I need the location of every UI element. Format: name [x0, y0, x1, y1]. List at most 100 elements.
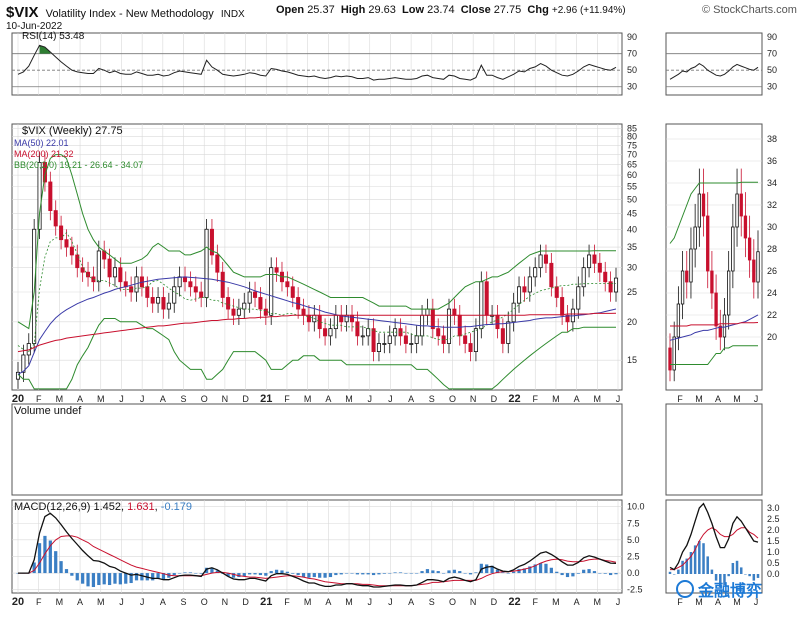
candle-body	[48, 181, 53, 212]
macd-histogram-bar	[307, 573, 311, 578]
index-name: Volatility Index - New Methodology	[45, 8, 214, 20]
bb-label: BB(20,2.0) 19.21 - 26.64 - 34.07	[14, 160, 144, 170]
candle-body	[554, 286, 559, 298]
macd-histogram-bar	[269, 571, 273, 574]
candle-body	[188, 281, 193, 288]
x-tick-label: M	[552, 394, 560, 404]
zoom-macd-histogram-bar	[744, 574, 747, 575]
macd-histogram-bar	[188, 572, 193, 574]
candle-body	[414, 335, 419, 344]
zoom-macd-histogram-bar	[693, 545, 697, 574]
macd-histogram-bar	[388, 573, 392, 574]
high-value: 29.63	[368, 4, 396, 16]
candle-body	[333, 314, 338, 330]
price-label: $VIX (Weekly) 27.75	[22, 125, 123, 137]
panel-frame-rsi	[11, 32, 623, 96]
candle-body	[350, 314, 355, 323]
candle-body	[511, 302, 516, 323]
x-tick-label: A	[160, 597, 166, 607]
macd-histogram-bar	[48, 540, 52, 574]
macd-histogram-bar	[587, 569, 591, 574]
high-label: High	[340, 4, 366, 16]
macd-histogram-bar	[183, 572, 187, 574]
macd-histogram-bar	[54, 551, 58, 574]
x-tick-label: F	[36, 597, 42, 607]
macd-histogram-bar	[474, 572, 478, 574]
candle-body	[37, 162, 42, 230]
macd-histogram-bar	[134, 573, 139, 581]
x-tick-label: F	[36, 394, 42, 404]
macd-histogram-bar	[118, 573, 122, 585]
candle-body	[242, 302, 247, 310]
watermark-logo-icon	[676, 580, 694, 598]
rsi-tick-label: 70	[627, 49, 637, 59]
candle-body	[80, 267, 85, 273]
candle-body	[479, 281, 484, 330]
candle-body	[371, 328, 376, 352]
macd-histogram-bar	[280, 570, 284, 574]
zoom-macd-histogram-bar	[739, 567, 743, 574]
zoom-candle-body	[701, 193, 706, 217]
macd-histogram-bar	[592, 571, 597, 574]
macd-histogram-bar	[296, 573, 300, 576]
macd-histogram-bar	[248, 573, 252, 575]
zoom-candle-body	[739, 193, 743, 217]
candle-body	[436, 328, 441, 337]
macd-histogram-bar	[463, 573, 467, 574]
zoom-x-tick-label: J	[754, 597, 759, 607]
price-tick-label: 85	[627, 124, 637, 134]
macd-histogram-bar	[506, 573, 510, 574]
candle-body	[457, 314, 462, 337]
macd-histogram-bar	[32, 562, 36, 574]
macd-histogram-bar	[59, 561, 63, 574]
macd-histogram-bar	[377, 573, 381, 575]
macd-histogram-bar	[285, 571, 289, 574]
low-label: Low	[402, 4, 425, 16]
open-label: Open	[276, 4, 305, 16]
panel-frame-price	[11, 123, 623, 391]
price-tick-label: 70	[627, 150, 637, 160]
zoom-rsi-tick-label: 70	[767, 49, 777, 59]
macd-histogram-bar	[582, 569, 586, 574]
macd-histogram-bar	[441, 573, 446, 574]
price-tick-label: 35	[627, 242, 637, 252]
macd-histogram-bar	[458, 571, 462, 574]
macd-signal-line	[18, 535, 617, 587]
x-tick-label: M	[56, 394, 64, 404]
x-tick-label: A	[408, 394, 414, 404]
macd-histogram-bar	[404, 573, 408, 574]
macd-label: MACD(12,26,9)	[14, 501, 91, 513]
x-tick-label: F	[284, 394, 290, 404]
zoom-x-tick-label: A	[715, 597, 721, 607]
watermark: 金融博弈	[676, 573, 796, 605]
zoom-panel-frame-price	[665, 123, 763, 391]
x-tick-label: F	[284, 597, 290, 607]
ohlc-bar: Open 25.37 High 29.63 Low 23.74 Close 27…	[276, 4, 626, 16]
candle-body	[592, 254, 597, 264]
chg-label: Chg	[527, 4, 549, 16]
zoom-candle-body	[710, 270, 714, 294]
macd-histogram-bar	[124, 573, 128, 584]
zoom-macd-tick-label: 3.0	[767, 503, 780, 513]
zoom-macd-histogram-bar	[702, 543, 705, 574]
x-tick-label: N	[222, 597, 229, 607]
candle-body	[118, 267, 123, 283]
macd-histogram-bar	[334, 573, 338, 576]
x-tick-label: A	[77, 597, 83, 607]
macd-histogram-bar	[264, 573, 268, 576]
macd-histogram-bar	[312, 573, 316, 578]
zoom-x-tick-label: M	[733, 394, 741, 404]
zoom-candle-body	[693, 226, 697, 250]
candle-body	[366, 328, 371, 337]
macd-tick-label: -2.5	[627, 585, 643, 595]
x-tick-label: S	[181, 597, 187, 607]
macd-histogram-bar	[576, 573, 580, 574]
x-tick-label: 20	[12, 596, 24, 608]
candle-body	[597, 262, 602, 273]
candle-body	[231, 308, 236, 316]
macd-histogram-bar	[161, 573, 166, 580]
macd-histogram-bar	[495, 569, 500, 574]
candle-body	[500, 328, 505, 344]
x-tick-label: S	[429, 597, 435, 607]
bb-lower-line	[17, 318, 616, 390]
